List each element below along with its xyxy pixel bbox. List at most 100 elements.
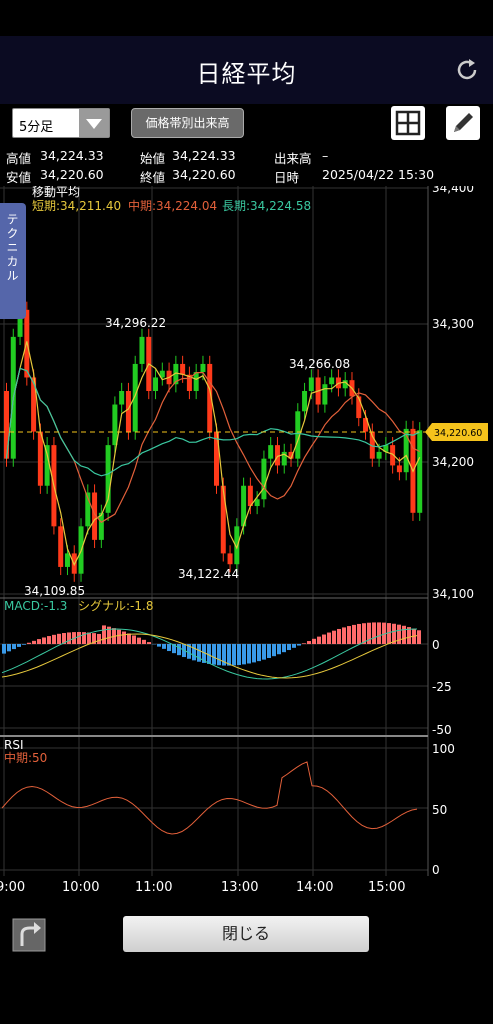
candle-body (396, 465, 402, 473)
macd-bar (387, 623, 391, 644)
candle-body (302, 391, 308, 412)
high-annotation: 34,296.22 (105, 316, 166, 330)
candle-body (58, 526, 64, 567)
macd-bar (227, 644, 231, 666)
macd-bar (147, 642, 151, 644)
draw-button[interactable] (446, 106, 480, 140)
macd-bar (122, 631, 126, 644)
candle-body (31, 377, 37, 432)
macd-bar (247, 644, 251, 664)
rsi-tick: 0 (432, 863, 440, 877)
macd-bar (42, 637, 46, 644)
macd-bar (272, 644, 276, 657)
macd-bar (77, 632, 81, 644)
candle-body (241, 485, 247, 527)
macd-bar (197, 644, 201, 662)
candle-body (288, 451, 294, 459)
candle-body (4, 391, 9, 459)
grid-layout-button[interactable] (391, 106, 425, 140)
candle-body (308, 377, 314, 391)
price-tag-value: 34,220.60 (434, 428, 482, 439)
page-title: 日経平均 (196, 60, 297, 88)
candle-body (274, 445, 280, 466)
candle-body (132, 363, 138, 432)
chart-area[interactable]: 34,400 34,300 34,200 34,100 34,220.60 移動… (0, 186, 493, 878)
macd-bar (312, 638, 316, 644)
macd-bar (287, 644, 291, 651)
candle-body (234, 526, 240, 565)
candle-body (159, 370, 165, 378)
macd-bar (207, 644, 211, 664)
macd-bar (217, 644, 221, 666)
technical-tab[interactable]: テクニカル (0, 203, 26, 319)
candle-body (403, 428, 409, 473)
macd-bar (347, 626, 351, 644)
close-value: 34,220.60 (172, 167, 236, 182)
signal-label: シグナル:-1.8 (78, 599, 153, 613)
macd-histogram (1, 622, 421, 680)
macd-bar (167, 644, 171, 652)
macd-bar (367, 622, 371, 644)
macd-bar (172, 644, 176, 654)
macd-bar (332, 630, 336, 644)
grid-icon (395, 110, 421, 136)
candle-body (153, 377, 159, 391)
refresh-icon[interactable] (453, 56, 481, 84)
technical-tab-label: テクニカル (5, 213, 19, 283)
close-button[interactable]: 閉じる (123, 916, 369, 952)
macd-bar (202, 644, 206, 663)
low-value: 34,220.60 (40, 167, 104, 182)
macd-bar (212, 644, 216, 665)
candle-body (247, 485, 253, 507)
macd-bar (87, 632, 91, 644)
candle-body (214, 431, 219, 486)
macd-bar (252, 644, 256, 663)
candle-body (369, 431, 375, 459)
macd-bar (192, 644, 196, 661)
interval-select[interactable]: 5分足 (12, 108, 110, 138)
time-tick: 14:00 (296, 880, 334, 895)
macd-line (1, 628, 418, 680)
macd-bar (82, 632, 86, 644)
volume-profile-button[interactable]: 価格帯別出来高 (131, 108, 244, 138)
candle-body (207, 363, 213, 432)
macd-bar (52, 634, 56, 644)
candle-body (180, 363, 186, 375)
candle-body (363, 418, 369, 432)
candle-body (329, 377, 335, 385)
macd-label: MACD:-1.3 (4, 599, 67, 613)
macd-bar (327, 632, 331, 644)
macd-bar (177, 644, 181, 656)
macd-bar (107, 626, 111, 644)
candle-body (322, 384, 328, 405)
candle-body (342, 380, 348, 389)
macd-bar (372, 622, 376, 644)
ma-long: 長期:34,224.58 (222, 199, 311, 213)
candle-body (227, 553, 233, 565)
macd-bar (377, 622, 381, 644)
macd-bar (242, 644, 246, 665)
time-tick: 10:00 (62, 880, 100, 895)
macd-bar (382, 622, 386, 644)
macd-bar (302, 643, 306, 644)
macd-bar (47, 636, 51, 644)
candle-body (376, 451, 382, 459)
back-arrow-icon[interactable] (10, 916, 48, 954)
macd-bar (142, 639, 146, 644)
macd-bar (257, 644, 261, 662)
candle-body (139, 336, 145, 364)
high-annotation: 34,266.08 (289, 357, 350, 371)
macd-bar (22, 644, 26, 645)
price-info: 高値 34,224.33 始値 34,224.33 出来高 – 安値 34,22… (0, 146, 493, 186)
macd-bar (352, 624, 356, 644)
macd-bar (67, 632, 71, 644)
macd-tick: -50 (432, 723, 452, 737)
macd-bar (392, 623, 396, 644)
macd-bar (12, 644, 16, 650)
macd-bar (417, 630, 421, 644)
candle-body (200, 363, 206, 373)
rsi-path (1, 761, 418, 835)
macd-bar (157, 644, 161, 647)
candlesticks (4, 301, 423, 582)
candle-body (64, 553, 70, 567)
